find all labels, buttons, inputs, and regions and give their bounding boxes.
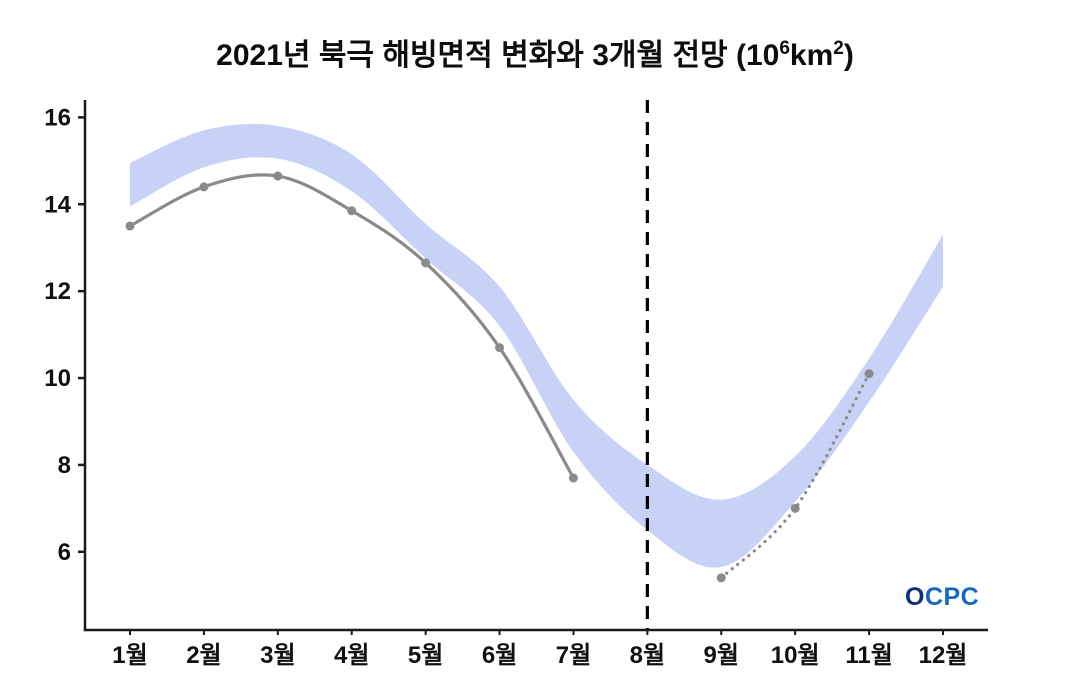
- x-tick-label: 10월: [771, 642, 820, 669]
- x-tick-label: 2월: [186, 642, 221, 669]
- observed-2021-point: [568, 473, 578, 483]
- chart-title-sup-6: 6: [779, 38, 790, 59]
- x-tick-label: 3월: [260, 642, 295, 669]
- climatology-range-band: [130, 124, 943, 568]
- observed-2021-point: [199, 182, 209, 192]
- y-tick-label: 14: [44, 191, 71, 218]
- x-tick-label: 9월: [704, 642, 739, 669]
- chart-title-text: 2021년 북극 해빙면적 변화와 3개월 전망 (10: [216, 39, 780, 72]
- x-tick-label: 4월: [334, 642, 369, 669]
- observed-2021-point: [421, 258, 431, 268]
- chart-title-sup-2: 2: [833, 38, 844, 59]
- y-tick-label: 6: [58, 539, 71, 566]
- x-tick-label: 7월: [556, 642, 591, 669]
- x-tick-label: 5월: [408, 642, 443, 669]
- x-tick-label: 11월: [845, 642, 892, 669]
- x-tick-label: 6월: [482, 642, 517, 669]
- y-tick-label: 16: [44, 104, 71, 131]
- x-tick-label: 1월: [112, 642, 147, 669]
- forecast-3month-point: [864, 369, 874, 379]
- forecast-3month-point: [716, 573, 726, 583]
- forecast-3month-point: [790, 503, 800, 513]
- y-tick-label: 12: [44, 278, 71, 305]
- observed-2021-point: [347, 206, 357, 216]
- y-tick-label: 10: [44, 365, 71, 392]
- chart-title-close: ): [843, 39, 854, 72]
- ocpc-logo: OCPC: [905, 583, 980, 611]
- chart-title: 2021년 북극 해빙면적 변화와 3개월 전망 (106km2): [0, 30, 1070, 74]
- chart-title-unit: km: [789, 39, 834, 72]
- observed-2021-point: [125, 221, 135, 231]
- observed-2021-point: [273, 171, 283, 181]
- forecast-3month-line: [719, 372, 871, 580]
- x-tick-label: 12월: [919, 642, 968, 669]
- y-tick-label: 8: [58, 452, 71, 479]
- observed-2021-point: [495, 343, 505, 353]
- x-tick-label: 8월: [630, 642, 665, 669]
